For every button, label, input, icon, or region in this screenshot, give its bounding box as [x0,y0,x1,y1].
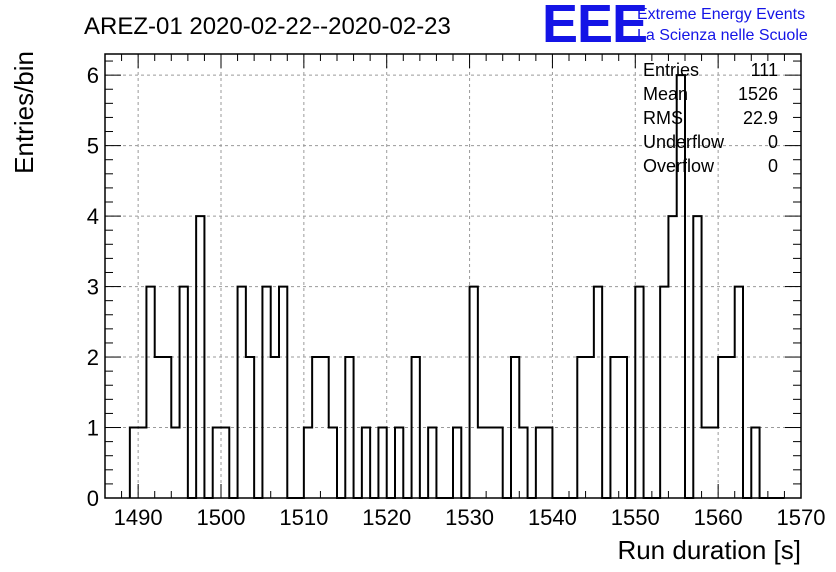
histogram-bin [130,428,138,498]
y-tick-label: 3 [87,275,99,300]
chart-title: AREZ-01 2020-02-22--2020-02-23 [84,13,451,40]
histogram-bin [262,287,270,498]
x-tick-label: 1530 [445,505,494,530]
histogram-bin [494,428,502,498]
histogram-bin [536,428,544,498]
logo-line1: Extreme Energy Events [637,6,805,23]
histogram-bin [710,428,718,498]
histogram-bin [594,287,602,498]
stats-label: Entries [643,60,699,80]
x-axis-title: Run duration [s] [617,535,801,565]
histogram-bin [378,428,386,498]
histogram-bin [702,428,710,498]
x-tick-label: 1510 [279,505,328,530]
histogram-bin [329,428,337,498]
histogram-bin [735,287,743,498]
histogram-bin [138,428,146,498]
x-tick-label: 1570 [777,505,826,530]
histogram-bin [544,428,552,498]
x-tick-labels: 1490 1500 1510 1520 1530 1540 1550 1560 1570 [114,505,826,530]
stats-label: Mean [643,84,688,104]
stats-box: Entries 111 Mean 1526 RMS 22.9 Underflow 0 Overf… [643,60,778,176]
y-tick-labels: 0 1 2 3 4 5 6 [87,63,99,511]
histogram-bin [180,287,188,498]
x-tick-label: 1520 [362,505,411,530]
histogram-bin [213,428,221,498]
axis-ticks [104,54,802,499]
stats-label: Overflow [643,156,715,176]
histogram-bin [486,428,494,498]
histogram-bin [428,428,436,498]
histogram-bin [171,428,179,498]
logo: EEE Extreme Energy Events La Scienza nel… [542,0,808,54]
histogram-bin [751,428,759,498]
y-tick-label: 4 [87,204,99,229]
histogram-bin [470,287,478,498]
stats-value: 111 [751,60,778,80]
stats-value: 1526 [738,84,778,104]
histogram-bin [395,428,403,498]
y-axis-title: Entries/bin [9,51,39,174]
histogram-bin [146,287,154,498]
x-tick-label: 1490 [114,505,163,530]
y-tick-label: 1 [87,416,99,441]
x-tick-label: 1560 [694,505,743,530]
logo-line2: La Scienza nelle Scuole [637,27,808,44]
logo-mark: EEE [542,0,647,54]
y-tick-label: 0 [87,486,99,511]
y-tick-label: 5 [87,134,99,159]
histogram-bin [238,287,246,498]
stats-label: RMS [643,108,683,128]
histogram-bin [635,287,643,498]
y-tick-label: 2 [87,345,99,370]
histogram-bin [304,428,312,498]
stats-label: Underflow [643,132,725,152]
x-tick-label: 1500 [197,505,246,530]
histogram-bin [362,428,370,498]
histogram-bin [519,428,527,498]
x-tick-label: 1550 [611,505,660,530]
histogram-bin [660,287,668,498]
x-tick-label: 1540 [528,505,577,530]
histogram-bin [478,428,486,498]
stats-value: 22.9 [743,108,778,128]
y-tick-label: 6 [87,63,99,88]
histogram-bin [221,428,229,498]
stats-value: 0 [768,156,778,176]
histogram-bin [279,287,287,498]
histogram-bin [453,428,461,498]
stats-value: 0 [768,132,778,152]
